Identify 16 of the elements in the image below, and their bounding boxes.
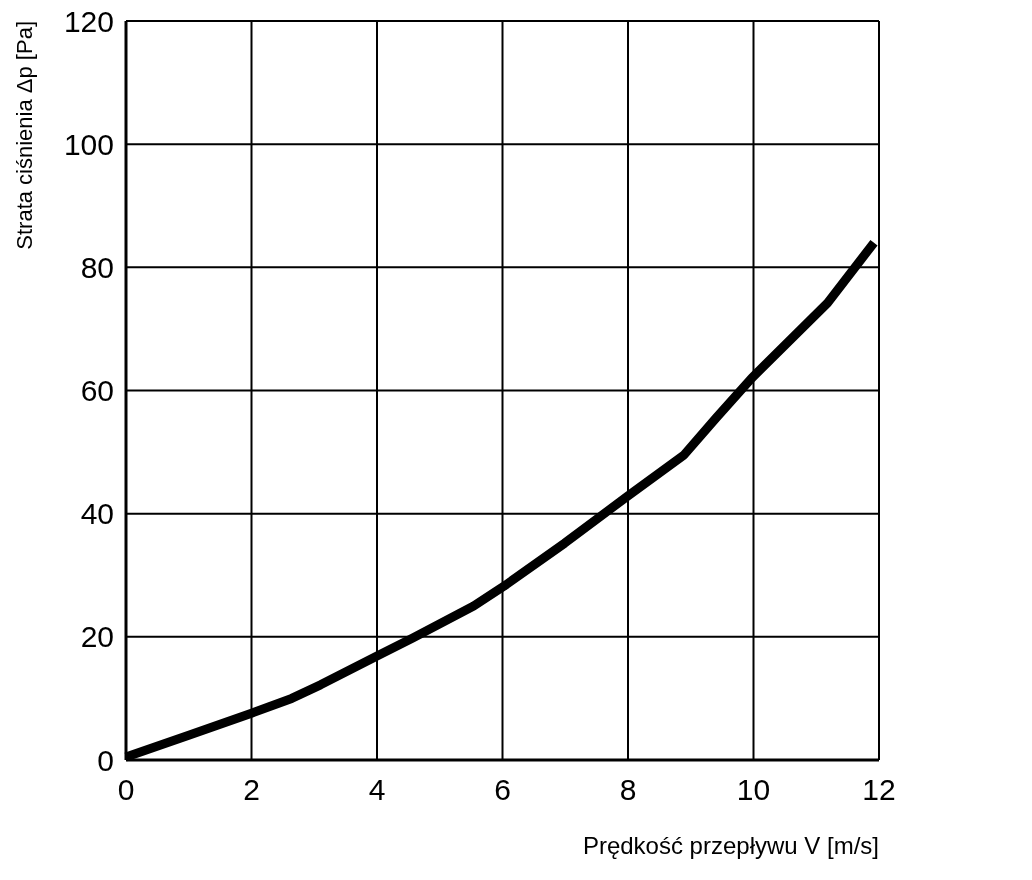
y-tick-label: 60: [80, 374, 114, 407]
y-tick-label: 80: [80, 250, 114, 284]
x-tick-label: 4: [368, 773, 386, 806]
x-tick-label: 2: [243, 773, 260, 806]
y-tick-label: 20: [80, 620, 114, 654]
x-tick-label: 10: [736, 773, 771, 806]
x-tick-label: 12: [862, 773, 896, 806]
y-axis-title: Strata ciśnienia Δp [Pa]: [12, 21, 37, 250]
y-tick-label: 40: [80, 497, 114, 531]
x-tick-label: 6: [494, 773, 511, 806]
y-tick-label: 120: [63, 4, 114, 38]
x-tick-label: 8: [619, 773, 637, 806]
y-tick-label: 0: [97, 743, 114, 777]
x-axis-title: Prędkość przepływu V [m/s]: [582, 832, 879, 859]
x-tick-label: 0: [117, 773, 135, 806]
y-tick-label: 100: [63, 127, 114, 161]
